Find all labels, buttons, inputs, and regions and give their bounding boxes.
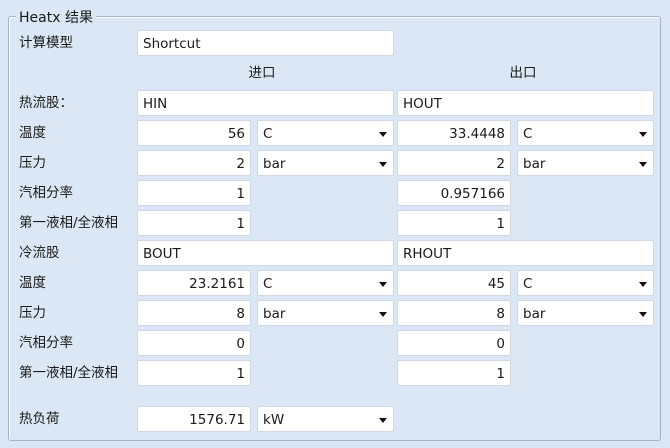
cold-temperature-label: 温度 [19,275,46,291]
cold-inlet-pressure-unit-select[interactable]: bar [257,300,394,326]
unit-value: C [523,276,533,292]
cold-outlet-pressure-field[interactable]: 8 [397,300,511,326]
cold-inlet-temperature-unit-select[interactable]: C [257,270,394,296]
hot-pressure-label: 压力 [19,155,46,171]
group-title: Heatx 结果 [16,7,96,27]
cold-outlet-pressure-unit-select[interactable]: bar [517,300,654,326]
hot-liquid-ratio-label: 第一液相/全液相 [19,215,119,231]
cold-outlet-temperature-unit-select[interactable]: C [517,270,654,296]
dropdown-arrow-icon [379,162,387,167]
hot-inlet-pressure-unit-select[interactable]: bar [257,150,394,176]
cold-liquid-ratio-label: 第一液相/全液相 [19,365,119,381]
cold-pressure-label: 压力 [19,305,46,321]
cold-outlet-liquid-ratio-field[interactable]: 1 [397,360,511,386]
inlet-header: 进口 [248,65,276,81]
hot-inlet-vapor-fraction-field[interactable]: 1 [137,180,251,206]
hot-outlet-stream-field[interactable]: HOUT [397,90,654,116]
dropdown-arrow-icon [379,418,387,423]
hot-inlet-liquid-ratio-field[interactable]: 1 [137,210,251,236]
unit-value: C [263,126,273,142]
cold-outlet-temperature-field[interactable]: 45 [397,270,511,296]
hot-outlet-temperature-unit-select[interactable]: C [517,120,654,146]
dropdown-arrow-icon [639,282,647,287]
unit-value: C [263,276,273,292]
hot-temperature-label: 温度 [19,125,46,141]
hot-outlet-temperature-field[interactable]: 33.4448 [397,120,511,146]
cold-vapor-fraction-label: 汽相分率 [19,335,73,351]
cold-outlet-vapor-fraction-field[interactable]: 0 [397,330,511,356]
hot-outlet-vapor-fraction-field[interactable]: 0.957166 [397,180,511,206]
cold-inlet-stream-field[interactable]: BOUT [137,240,394,266]
model-label: 计算模型 [19,35,73,51]
dropdown-arrow-icon [639,312,647,317]
unit-value: C [523,126,533,142]
dropdown-arrow-icon [639,132,647,137]
cold-inlet-pressure-field[interactable]: 8 [137,300,251,326]
dropdown-arrow-icon [379,282,387,287]
unit-value: bar [263,306,286,322]
unit-value: bar [523,156,546,172]
unit-value: kW [263,412,285,428]
unit-value: bar [523,306,546,322]
cold-outlet-stream-field[interactable]: RHOUT [397,240,654,266]
heatx-results-group [8,16,661,441]
dropdown-arrow-icon [379,132,387,137]
hot-stream-label: 热流股： [19,95,73,111]
hot-inlet-pressure-field[interactable]: 2 [137,150,251,176]
cold-inlet-liquid-ratio-field[interactable]: 1 [137,360,251,386]
duty-field[interactable]: 1576.71 [137,406,251,432]
model-field[interactable]: Shortcut [137,30,394,56]
unit-value: bar [263,156,286,172]
hot-inlet-stream-field[interactable]: HIN [137,90,394,116]
hot-inlet-temperature-unit-select[interactable]: C [257,120,394,146]
duty-label: 热负荷 [19,411,60,427]
cold-stream-label: 冷流股 [19,245,60,261]
hot-outlet-pressure-field[interactable]: 2 [397,150,511,176]
duty-unit-select[interactable]: kW [257,406,394,432]
dropdown-arrow-icon [639,162,647,167]
cold-inlet-temperature-field[interactable]: 23.2161 [137,270,251,296]
hot-inlet-temperature-field[interactable]: 56 [137,120,251,146]
hot-outlet-pressure-unit-select[interactable]: bar [517,150,654,176]
hot-outlet-liquid-ratio-field[interactable]: 1 [397,210,511,236]
cold-inlet-vapor-fraction-field[interactable]: 0 [137,330,251,356]
hot-vapor-fraction-label: 汽相分率 [19,185,73,201]
dropdown-arrow-icon [379,312,387,317]
outlet-header: 出口 [509,65,537,81]
